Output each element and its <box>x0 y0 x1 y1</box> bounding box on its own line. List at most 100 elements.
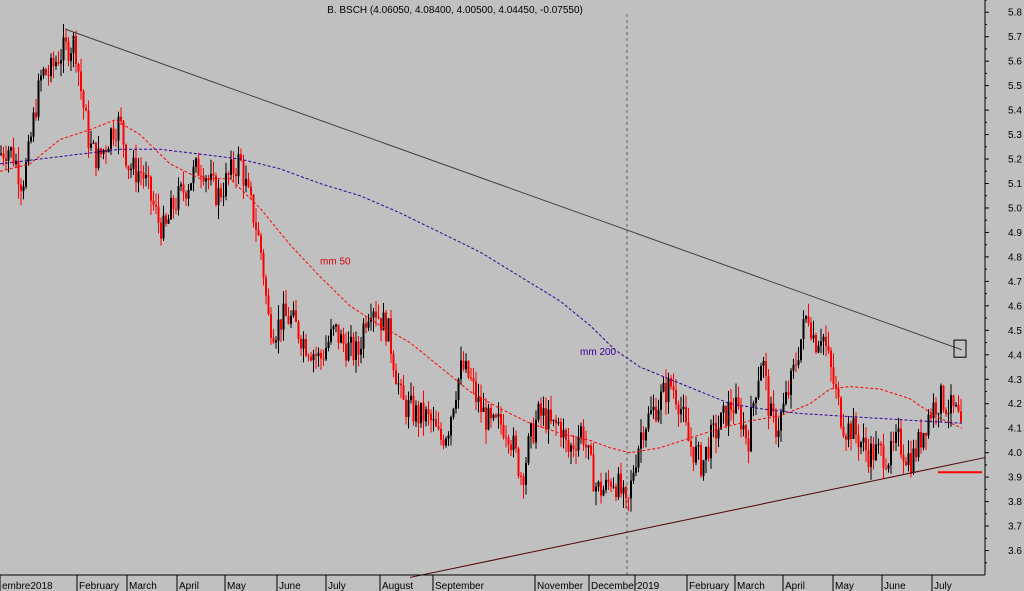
candle-body <box>145 175 147 179</box>
candle-body <box>310 356 312 361</box>
candle-body <box>337 324 340 343</box>
candle-body <box>872 443 875 461</box>
candle-body <box>525 462 527 485</box>
candle-body <box>572 445 575 450</box>
candle-body <box>287 316 290 324</box>
candle-body <box>647 413 650 430</box>
candle-body <box>502 424 505 438</box>
candle-body <box>140 171 142 173</box>
candle-body <box>20 184 22 192</box>
candle-body <box>417 405 420 424</box>
candle-body <box>360 348 362 355</box>
x-tick-label: September <box>435 581 485 591</box>
candle-body <box>892 441 895 443</box>
candle-body <box>570 445 572 452</box>
candle-body <box>60 60 62 64</box>
candle-body <box>67 41 70 61</box>
candle-body <box>412 395 415 422</box>
candle-body <box>157 206 160 223</box>
candle-body <box>637 448 640 468</box>
candle-body <box>342 334 345 345</box>
candle-body <box>345 344 347 361</box>
candle-body <box>192 166 195 184</box>
candle-body <box>7 150 10 162</box>
candle-body <box>225 173 227 197</box>
candle-body <box>932 402 935 419</box>
y-tick-label: 4.5 <box>1008 326 1022 337</box>
candle-body <box>775 411 777 437</box>
candle-body <box>37 80 40 118</box>
y-tick-label: 3.8 <box>1008 497 1022 508</box>
candle-body <box>172 197 175 209</box>
candle-body <box>650 410 652 414</box>
candle-body <box>792 364 795 371</box>
candle-body <box>265 277 267 296</box>
candle-body <box>800 339 802 361</box>
y-tick-label: 5.0 <box>1008 203 1022 214</box>
candle-body <box>925 433 927 436</box>
candle-body <box>245 179 247 186</box>
candle-body <box>315 354 317 356</box>
candle-body <box>127 165 130 171</box>
candle-body <box>877 443 880 445</box>
candle-body <box>335 324 337 327</box>
candle-body <box>465 361 467 370</box>
candle-body <box>257 229 260 236</box>
candle-body <box>790 370 792 395</box>
candle-body <box>275 340 277 343</box>
candle-body <box>750 407 752 452</box>
candle-body <box>195 158 197 167</box>
candle-body <box>475 381 477 402</box>
candle-body <box>432 419 435 421</box>
candle-body <box>682 407 685 409</box>
candle-body <box>497 414 500 417</box>
y-tick-label: 4.8 <box>1008 252 1022 263</box>
candle-body <box>910 453 912 473</box>
candle-body <box>945 409 947 415</box>
candle-body <box>867 450 870 467</box>
candle-body <box>320 352 322 359</box>
candle-body <box>352 336 355 360</box>
candle-body <box>10 147 12 151</box>
candle-body <box>242 160 245 186</box>
candle-body <box>477 397 480 402</box>
candle-body <box>462 360 465 370</box>
candle-body <box>727 401 730 426</box>
candle-body <box>782 403 785 413</box>
candle-body <box>455 399 457 409</box>
y-tick-label: 4.1 <box>1008 424 1022 435</box>
candle-body <box>347 342 350 361</box>
candle-body <box>490 407 492 419</box>
candle-body <box>757 380 760 398</box>
candle-body <box>890 441 892 465</box>
candle-body <box>170 197 172 220</box>
candle-body <box>712 423 715 425</box>
y-tick-label: 5.3 <box>1008 130 1022 141</box>
candle-body <box>512 435 515 450</box>
candle-body <box>65 37 67 42</box>
y-tick-label: 3.6 <box>1008 546 1022 557</box>
candle-body <box>850 423 852 439</box>
candle-body <box>42 68 45 76</box>
candle-body <box>870 443 872 467</box>
candle-body <box>252 194 255 223</box>
candle-body <box>327 341 330 348</box>
candle-body <box>560 422 562 438</box>
x-tick-label: June <box>884 581 906 591</box>
candle-body <box>82 91 85 108</box>
candle-body <box>667 378 670 403</box>
candle-body <box>652 406 655 411</box>
candle-body <box>290 315 292 324</box>
candle-body <box>110 128 112 149</box>
x-tick-label: June <box>279 581 301 591</box>
support-trendline <box>409 457 986 578</box>
candle-body <box>450 417 452 436</box>
candle-body <box>817 345 820 353</box>
candle-body <box>325 347 327 360</box>
candle-body <box>545 408 547 430</box>
candle-body <box>677 404 680 415</box>
candle-body <box>935 402 937 415</box>
candle-body <box>22 186 25 192</box>
candle-body <box>762 361 765 367</box>
